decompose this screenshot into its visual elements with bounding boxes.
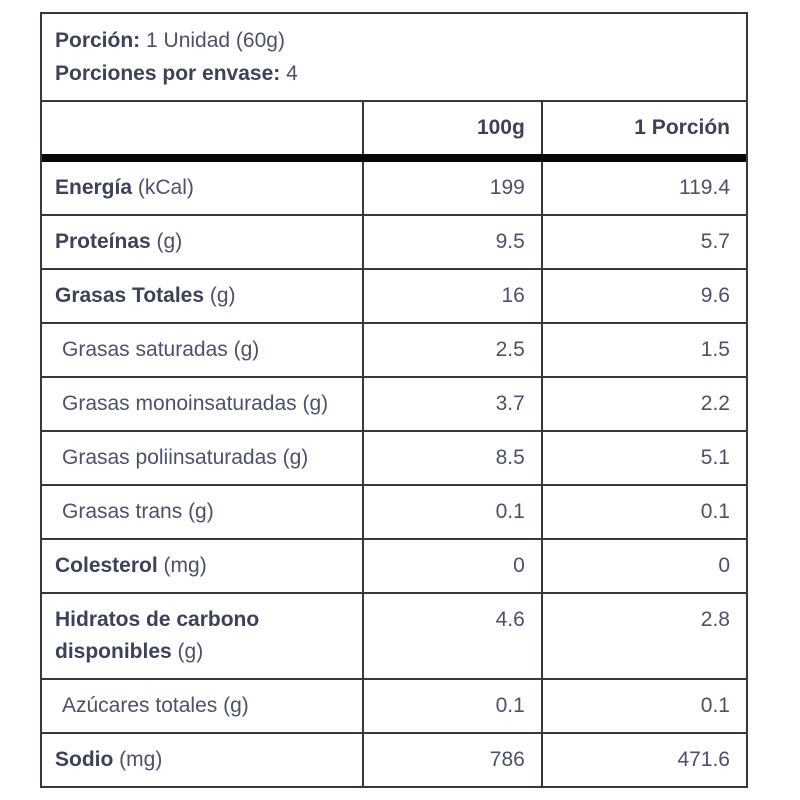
nutrient-label-cell: Energía (kCal) (42, 158, 363, 215)
value-per-100g: 3.7 (362, 376, 542, 431)
value-per-portion: 0 (540, 538, 746, 593)
nutrient-name: Grasas Totales (55, 284, 205, 307)
nutrient-unit: (mg) (119, 748, 163, 771)
value-per-100g: 0 (362, 538, 542, 593)
serving-info: Porción: 1 Unidad (60g) Porciones por en… (42, 14, 746, 102)
nutrient-unit: (g) (282, 446, 309, 469)
nutrient-row: Energía (kCal) 199 119.4 (42, 158, 746, 215)
value-per-100g: 0.1 (362, 484, 542, 539)
nutrient-unit: (kCal) (137, 176, 194, 199)
nutrient-unit: (g) (177, 640, 204, 663)
value-per-100g: 9.5 (362, 214, 542, 269)
servings-per-container-line: Porciones por envase: 4 (55, 57, 733, 90)
nutrient-label-cell: Grasas saturadas (g) (42, 322, 364, 377)
nutrient-name: Colesterol (55, 554, 158, 577)
nutrition-table-body: Energía (kCal) 199 119.4 Proteínas (g) 9… (42, 158, 746, 786)
value-per-portion: 0.1 (540, 678, 746, 733)
serving-size-label: Porción: (55, 29, 141, 52)
value-per-portion: 1.5 (540, 322, 746, 377)
nutrient-label-cell: Grasas trans (g) (42, 484, 364, 539)
nutrient-unit: (g) (302, 392, 329, 415)
nutrient-row: Azúcares totales (g) 0.1 0.1 (42, 678, 746, 733)
value-per-100g: 199 (362, 158, 542, 215)
nutrient-name: Grasas trans (62, 500, 183, 523)
value-per-100g: 2.5 (362, 322, 542, 377)
nutrient-row: Sodio (mg) 786 471.6 (42, 732, 746, 786)
serving-size-line: Porción: 1 Unidad (60g) (55, 24, 733, 57)
value-per-portion: 471.6 (540, 732, 746, 786)
nutrient-name: Proteínas (55, 230, 151, 253)
value-per-portion: 0.1 (540, 484, 746, 539)
nutrient-label-cell: Grasas monoinsaturadas (g) (42, 376, 364, 431)
nutrient-row: Grasas poliinsaturadas (g) 8.5 5.1 (42, 430, 746, 485)
value-per-100g: 4.6 (362, 592, 542, 679)
servings-per-container-value: 4 (286, 62, 298, 85)
value-per-100g: 0.1 (362, 678, 542, 733)
nutrient-unit: (mg) (163, 554, 207, 577)
serving-size-value: 1 Unidad (60g) (146, 29, 285, 52)
nutrient-label-cell: Grasas Totales (g) (42, 268, 364, 323)
nutrient-label-cell: Sodio (mg) (42, 732, 364, 786)
nutrient-name: Sodio (55, 748, 114, 771)
nutrient-row: Grasas trans (g) 0.1 0.1 (42, 484, 746, 539)
nutrient-unit: (g) (233, 338, 260, 361)
nutrient-label-cell: Proteínas (g) (42, 214, 364, 269)
nutrient-name: Azúcares totales (62, 694, 218, 717)
value-per-portion: 2.2 (540, 376, 746, 431)
nutrient-row: Grasas monoinsaturadas (g) 3.7 2.2 (42, 376, 746, 431)
nutrient-name: Grasas saturadas (62, 338, 228, 361)
nutrient-label-cell: Colesterol (mg) (42, 538, 364, 593)
nutrient-name: Grasas poliinsaturadas (62, 446, 277, 469)
nutrient-label-cell: Azúcares totales (g) (42, 678, 364, 733)
value-per-portion: 119.4 (540, 158, 746, 215)
nutrient-unit: (g) (223, 694, 249, 717)
value-per-portion: 9.6 (540, 268, 746, 323)
nutrient-label-cell: Hidratos de carbono disponibles (g) (42, 592, 364, 679)
nutrient-row: Hidratos de carbono disponibles (g) 4.6 … (42, 592, 746, 679)
nutrient-row: Proteínas (g) 9.5 5.7 (42, 214, 746, 269)
header-col-portion: 1 Porción (540, 102, 746, 158)
value-per-100g: 16 (362, 268, 542, 323)
value-per-100g: 8.5 (362, 430, 542, 485)
nutrient-label-cell: Grasas poliinsaturadas (g) (42, 430, 364, 485)
nutrition-table: 100g 1 Porción Energía (kCal) 199 119.4 … (42, 102, 746, 786)
servings-per-container-label: Porciones por envase: (55, 62, 281, 85)
header-col-100g: 100g (362, 102, 542, 158)
value-per-portion: 5.7 (540, 214, 746, 269)
value-per-100g: 786 (362, 732, 542, 786)
nutrient-unit: (g) (156, 230, 183, 253)
value-per-portion: 2.8 (540, 592, 746, 679)
nutrient-row: Grasas Totales (g) 16 9.6 (42, 268, 746, 323)
value-per-portion: 5.1 (540, 430, 746, 485)
nutrient-name: Hidratos de carbono disponibles (55, 608, 260, 663)
nutrient-row: Colesterol (mg) 0 0 (42, 538, 746, 593)
nutrient-row: Grasas saturadas (g) 2.5 1.5 (42, 322, 746, 377)
nutrient-name: Grasas monoinsaturadas (62, 392, 297, 415)
nutrition-label: Porción: 1 Unidad (60g) Porciones por en… (40, 12, 748, 788)
nutrient-unit: (g) (188, 500, 214, 523)
header-empty-cell (42, 102, 363, 158)
header-row: 100g 1 Porción (42, 102, 746, 158)
nutrient-unit: (g) (209, 284, 236, 307)
nutrient-name: Energía (55, 176, 133, 199)
